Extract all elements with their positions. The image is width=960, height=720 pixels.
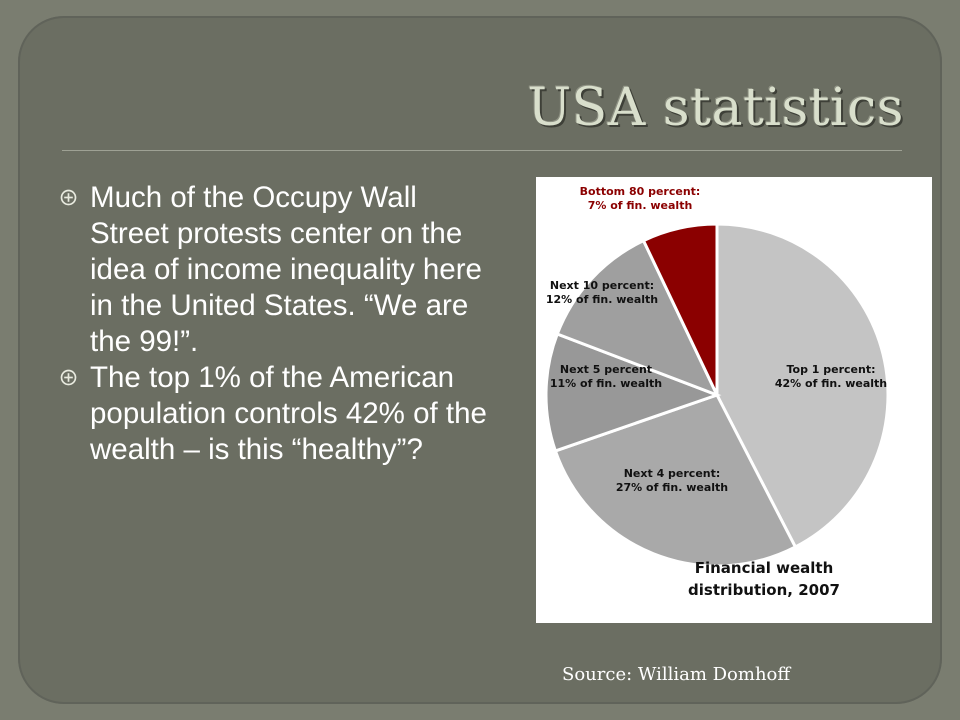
title-divider <box>62 150 902 151</box>
pie-slice-label: Next 10 percent: <box>550 279 654 292</box>
pie-slice-top-1-percent <box>715 222 890 550</box>
pie-slice-label: 12% of fin. wealth <box>546 293 658 306</box>
source-caption: Source: William Domhoff <box>562 664 791 685</box>
pie-slice-label: Top 1 percent: <box>786 363 875 376</box>
pie-slice-label: 7% of fin. wealth <box>588 199 693 212</box>
slide-title: USA statistics <box>527 78 904 138</box>
circled-plus-icon <box>60 189 77 206</box>
bullet-item: The top 1% of the American population co… <box>60 360 500 468</box>
circled-plus-icon <box>60 369 77 386</box>
pie-slice-next-10-percent <box>555 238 720 398</box>
chart-title-line-2: distribution, 2007 <box>688 581 840 599</box>
pie-slice-bottom-80-percent <box>641 222 719 396</box>
pie-slice-next-4-percent <box>553 393 798 568</box>
pie-slice-label: Bottom 80 percent: <box>580 185 701 198</box>
pie-slice-label: 27% of fin. wealth <box>616 481 728 494</box>
pie-chart: Top 1 percent:42% of fin. wealth Next 4 p… <box>544 185 890 599</box>
pie-slice-next-5-percent <box>544 332 722 453</box>
pie-slice-label: Next 4 percent: <box>624 467 721 480</box>
bullet-list: Much of the Occupy Wall Street protests … <box>60 180 500 468</box>
pie-slice-label: Next 5 percent <box>560 363 652 376</box>
pie-slice-label: 42% of fin. wealth <box>775 377 887 390</box>
bullet-text: Much of the Occupy Wall Street protests … <box>90 181 482 358</box>
chart-title-line-1: Financial wealth <box>695 559 834 577</box>
pie-slice-label: 11% of fin. wealth <box>550 377 662 390</box>
bullet-text: The top 1% of the American population co… <box>90 361 487 466</box>
bullet-item: Much of the Occupy Wall Street protests … <box>60 180 500 360</box>
pie-chart-card: Top 1 percent: 42% of fin. wealth Next 4 p… <box>536 177 932 623</box>
